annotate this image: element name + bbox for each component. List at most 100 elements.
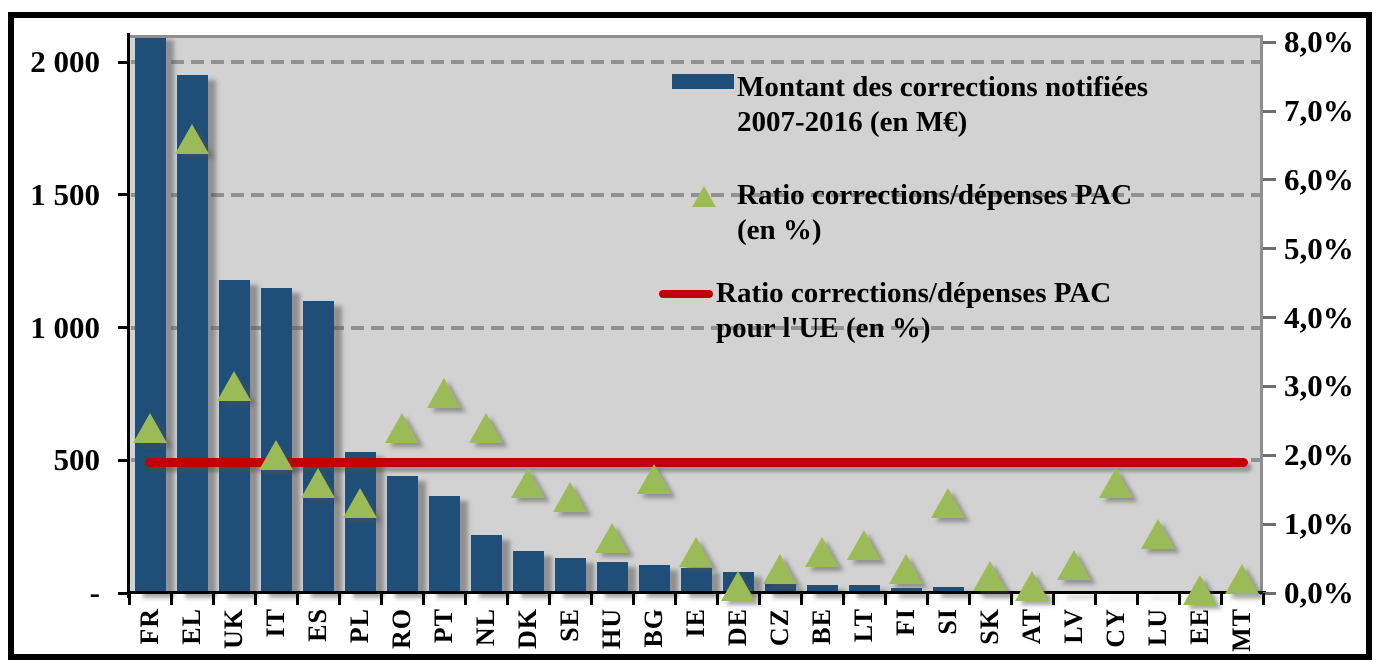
bar-HU	[596, 562, 628, 593]
ratio-marker-NL	[469, 412, 503, 443]
x-axis-label-DE: DE	[723, 608, 752, 647]
ratio-marker-DK	[511, 467, 545, 498]
bar-NL	[470, 534, 502, 593]
x-axis-line	[127, 591, 1266, 594]
right-axis-tick-2	[1263, 453, 1276, 457]
gridline-1000	[131, 325, 1261, 330]
x-axis-label-NL: NL	[471, 608, 500, 647]
bar-EL	[176, 75, 208, 593]
right-axis-tick-3	[1263, 384, 1276, 388]
ratio-marker-AT	[1015, 571, 1049, 602]
x-axis-label-PT: PT	[429, 608, 458, 644]
left-axis-tick-500	[118, 458, 129, 462]
x-axis-tick-22	[1051, 593, 1055, 605]
x-axis-tick-24	[1135, 593, 1139, 605]
ratio-marker-LU	[1141, 519, 1175, 550]
ratio-marker-EL	[175, 123, 209, 154]
bar-FR	[134, 35, 166, 593]
ratio-marker-BG	[637, 464, 671, 495]
x-axis-tick-5	[337, 593, 341, 605]
x-axis-tick-23	[1093, 593, 1097, 605]
x-axis-tick-1	[169, 593, 173, 605]
ratio-marker-UK	[217, 371, 251, 402]
x-axis-label-SI: SI	[933, 608, 962, 635]
right-axis-tick-1	[1263, 522, 1276, 526]
x-axis-tick-8	[463, 593, 467, 605]
bar-DK	[512, 550, 544, 593]
x-axis-label-IT: IT	[261, 608, 290, 638]
x-axis-label-CZ: CZ	[765, 608, 794, 647]
x-axis-tick-27	[1261, 593, 1265, 605]
bar-PT	[428, 496, 460, 593]
right-axis-tick-label-1: 1,0%	[1284, 506, 1354, 542]
x-axis-tick-7	[421, 593, 425, 605]
x-axis-tick-15	[757, 593, 761, 605]
ratio-marker-CZ	[763, 553, 797, 584]
x-axis-tick-25	[1177, 593, 1181, 605]
x-axis-label-LU: LU	[1143, 608, 1172, 647]
right-axis-tick-label-7: 7,0%	[1284, 93, 1354, 129]
x-axis-label-BE: BE	[807, 608, 836, 645]
ratio-marker-FI	[889, 553, 923, 584]
x-axis-label-MT: MT	[1227, 608, 1256, 652]
bar-ES	[302, 300, 334, 593]
x-axis-label-LV: LV	[1059, 608, 1088, 644]
right-axis-tick-label-3: 3,0%	[1284, 368, 1354, 404]
gridline-1500	[131, 192, 1261, 197]
right-axis-tick-0	[1263, 591, 1276, 595]
bar-CZ	[764, 583, 796, 593]
bar-SI	[932, 587, 964, 593]
bar-BG	[638, 565, 670, 593]
left-axis-tick-2000	[118, 60, 129, 64]
left-axis-tick-label-1500: 1 500	[30, 176, 100, 212]
x-axis-label-UK: UK	[219, 608, 248, 649]
x-axis-tick-26	[1219, 593, 1223, 605]
right-axis-tick-5	[1263, 247, 1276, 251]
left-axis-tick-label-500: 500	[53, 442, 101, 478]
y-axis-line	[127, 33, 130, 598]
x-axis-label-SK: SK	[975, 608, 1004, 645]
ratio-marker-SK	[973, 560, 1007, 591]
x-axis-tick-0	[127, 593, 131, 605]
ratio-marker-LT	[847, 529, 881, 560]
left-axis-tick-label-2000: 2 000	[30, 44, 100, 79]
ratio-marker-IE	[679, 536, 713, 567]
right-axis-tick-label-4: 4,0%	[1284, 299, 1354, 335]
right-axis-tick-label-6: 6,0%	[1284, 161, 1354, 197]
left-axis-tick-1500	[118, 193, 129, 197]
ratio-marker-HU	[595, 522, 629, 553]
left-axis-tick-label-0: -	[89, 575, 100, 610]
right-axis-tick-7	[1263, 109, 1276, 113]
ratio-marker-SE	[553, 481, 587, 512]
left-axis-tick-0	[118, 591, 129, 595]
ratio-marker-DE	[721, 571, 755, 602]
x-axis-tick-3	[253, 593, 257, 605]
x-axis-label-IE: IE	[681, 608, 710, 638]
ratio-marker-MT	[1225, 564, 1259, 595]
x-axis-label-DK: DK	[513, 608, 542, 649]
x-axis-tick-6	[379, 593, 383, 605]
ratio-marker-EE	[1183, 574, 1217, 605]
x-axis-label-CY: CY	[1101, 608, 1130, 648]
x-axis-label-FR: FR	[135, 608, 164, 645]
x-axis-tick-4	[295, 593, 299, 605]
x-axis-tick-13	[673, 593, 677, 605]
x-axis-label-LT: LT	[849, 608, 878, 643]
eu-ratio-line	[145, 457, 1248, 467]
bar-RO	[386, 476, 418, 593]
x-axis-label-EL: EL	[177, 608, 206, 645]
x-axis-tick-18	[883, 593, 887, 605]
x-axis-label-EE: EE	[1185, 608, 1214, 645]
ratio-marker-BE	[805, 536, 839, 567]
ratio-marker-PT	[427, 378, 461, 409]
x-axis-label-PL: PL	[345, 608, 374, 644]
x-axis-tick-12	[631, 593, 635, 605]
bar-PL	[344, 452, 376, 593]
ratio-marker-FR	[133, 412, 167, 443]
ratio-marker-RO	[385, 412, 419, 443]
ratio-marker-ES	[301, 467, 335, 498]
right-axis-tick-label-2: 2,0%	[1284, 437, 1354, 473]
gridline-2000	[131, 60, 1261, 64]
